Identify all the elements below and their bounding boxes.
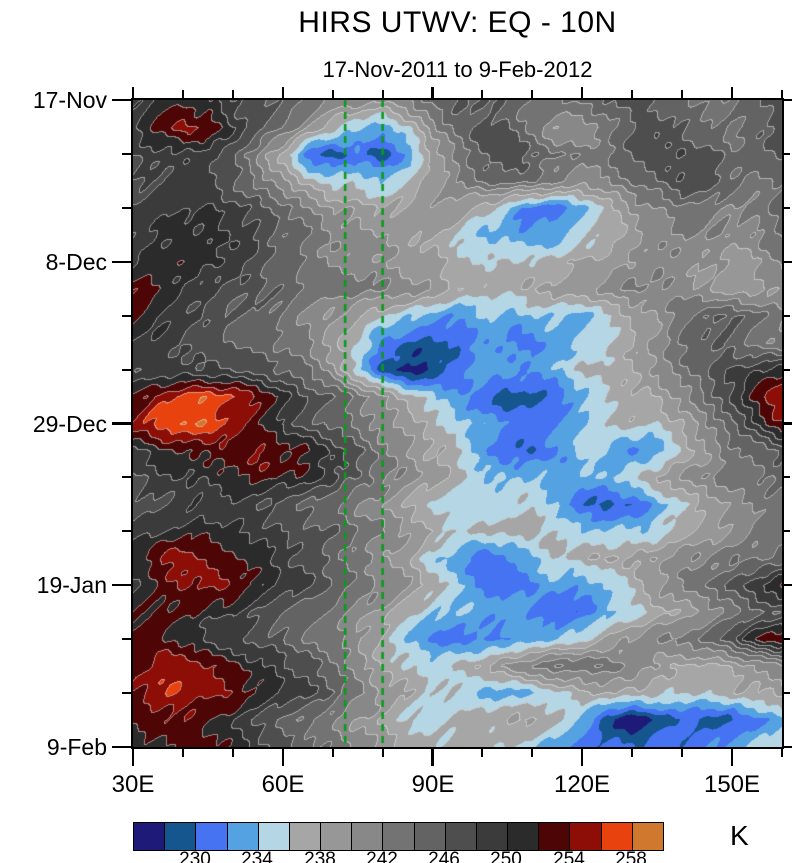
colorbar-label-238: 238 [304,849,336,863]
colorbar-label-230: 230 [179,849,211,863]
colorbar-segment-9 [414,823,446,850]
y-minor-tick [122,314,131,317]
colorbar-segment-3 [227,823,259,850]
ytick-label-17nov: 17-Nov [32,87,107,113]
xtick-label-90e: 90E [411,771,455,798]
colorbar-segment-11 [476,823,509,850]
colorbar-segment-10 [445,823,477,850]
colorbar-label-246: 246 [428,849,460,863]
x-minor-tick-top [681,90,684,98]
x-minor-tick [531,749,534,757]
ytick-label-8dec: 8-Dec [45,249,107,275]
ytick-label-29dec: 29-Dec [32,411,107,437]
colorbar-segment-16 [632,823,663,850]
y-minor-tick [122,368,131,371]
colorbar-label-242: 242 [366,849,398,863]
x-minor-tick [181,749,184,757]
colorbar-segment-12 [508,823,540,850]
y-major-tick [112,422,131,425]
colorbar-label-250: 250 [490,849,522,863]
y-minor-tick [122,206,131,209]
x-minor-tick [231,749,234,757]
y-major-tick-right [784,260,792,263]
xtick-label-60e: 60E [261,771,305,798]
y-major-tick-right [784,745,792,749]
y-minor-tick-right [784,368,790,371]
x-minor-tick-top [481,90,484,98]
x-major-tick-top [131,87,135,98]
x-minor-tick [381,749,384,757]
x-major-tick-top [281,87,284,98]
x-major-tick [730,749,734,766]
colorbar-label-234: 234 [241,849,273,863]
ytick-label-19jan: 19-Jan [36,572,107,598]
x-major-tick [281,749,284,766]
y-minor-tick [122,692,131,695]
x-major-tick [431,749,434,766]
colorbar-segment-2 [196,823,228,850]
chart-title: HIRS UTWV: EQ - 10N [298,6,617,39]
y-major-tick [112,745,131,749]
colorbar-label-254: 254 [553,849,585,863]
y-major-tick [112,584,131,587]
x-minor-tick [481,749,484,757]
colorbar-segment-0 [134,823,166,850]
y-major-tick-right [784,584,792,587]
y-minor-tick-right [784,152,790,155]
colorbar-segment-8 [383,823,415,850]
y-minor-tick [122,152,131,155]
y-major-tick [112,98,131,102]
x-minor-tick [681,749,684,757]
y-minor-tick-right [784,476,790,479]
x-minor-tick-top [181,90,184,98]
x-minor-tick-top [381,90,384,98]
y-minor-tick-right [784,692,790,695]
y-major-tick-right [784,422,792,425]
x-minor-tick-top [781,90,783,98]
colorbar-segment-4 [258,823,290,850]
colorbar-segment-6 [321,823,353,850]
y-major-tick [112,260,131,263]
x-major-tick-top [581,87,584,98]
contour-field-canvas [133,100,782,747]
y-minor-tick-right [784,314,790,317]
x-minor-tick-top [631,90,634,98]
y-minor-tick [122,530,131,533]
x-major-tick [581,749,584,766]
xtick-label-120e: 120E [553,771,611,798]
x-major-tick [131,749,135,766]
y-minor-tick [122,476,131,479]
x-major-tick-top [431,87,434,98]
colorbar-segment-14 [570,823,602,850]
colorbar-segment-7 [352,823,384,850]
x-major-tick-top [730,87,734,98]
colorbar-label-258: 258 [615,849,647,863]
x-minor-tick-top [231,90,234,98]
colorbar-segment-5 [289,823,322,850]
x-minor-tick [331,749,334,757]
xtick-label-150e: 150E [703,771,761,798]
colorbar-segment-15 [601,823,633,850]
colorbar [133,822,664,851]
y-minor-tick-right [784,206,790,209]
plot-area [131,98,784,749]
ytick-label-9feb: 9-Feb [46,734,107,760]
x-minor-tick [631,749,634,757]
x-minor-tick-top [331,90,334,98]
x-minor-tick-top [531,90,534,98]
x-minor-tick [781,749,783,757]
y-major-tick-right [784,98,792,102]
colorbar-segment-13 [539,823,571,850]
y-minor-tick [122,638,131,641]
colorbar-segment-1 [165,823,197,850]
y-minor-tick-right [784,530,790,533]
chart-subtitle: 17-Nov-2011 to 9-Feb-2012 [322,57,593,82]
y-minor-tick-right [784,638,790,641]
xtick-label-30e: 30E [111,771,155,798]
colorbar-unit-label: K [730,820,749,851]
